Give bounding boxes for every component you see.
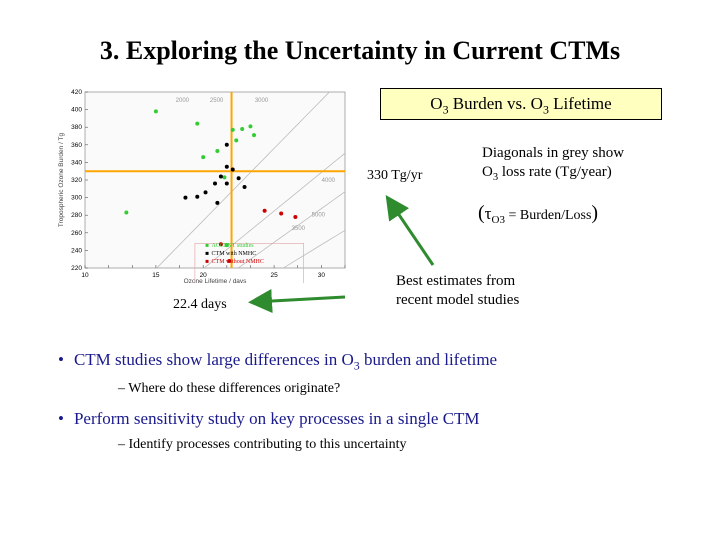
arrow-to-lifetime — [248, 289, 346, 313]
data-point — [224, 164, 229, 169]
data-point — [236, 176, 241, 181]
data-point — [183, 195, 188, 200]
loss-rate-label: 330 Tg/yr — [367, 168, 423, 183]
scatter-chart: 5000 4000 3500 3000 2500 2000 10 15 20 25 30 220 240… — [58, 89, 346, 283]
diagonal-label: 3000 — [255, 98, 269, 104]
y-tick-label: 420 — [71, 89, 82, 96]
chart-title-box: O3 Burden vs. O3 Lifetime — [380, 88, 662, 120]
y-tick-label: 220 — [71, 265, 82, 272]
y-tick-label: 260 — [71, 230, 82, 237]
legend-swatch — [205, 243, 209, 247]
y-tick-label: 320 — [71, 177, 82, 184]
slide-title: 3. Exploring the Uncertainty in Current … — [99, 36, 621, 65]
bullet-list: • CTM studies show large differences in O… — [58, 350, 497, 453]
tau-equation: (τO3 = Burden/Loss) — [478, 202, 599, 226]
lifetime-label: 22.4 days — [173, 297, 227, 312]
data-point — [262, 208, 267, 213]
data-point — [240, 126, 245, 131]
x-tick-label: 30 — [318, 272, 326, 279]
bullet-item: • CTM studies show large differences in O… — [58, 350, 498, 373]
y-tick-label: 280 — [71, 212, 82, 219]
bullet-item: • Perform sensitivity study on key proces… — [58, 409, 480, 429]
data-point — [248, 124, 253, 129]
data-point — [242, 185, 247, 190]
data-point — [224, 243, 229, 248]
diagonal-note: Diagonals in grey show O3 loss rate (Tg/… — [482, 145, 625, 183]
data-point — [213, 181, 217, 186]
data-point — [215, 148, 220, 153]
data-point — [227, 258, 232, 263]
diagonal-label: 2000 — [176, 98, 190, 104]
y-tick-label: 360 — [71, 142, 82, 149]
data-point — [201, 155, 206, 160]
legend-entry: ACCENT studies — [212, 243, 255, 249]
data-point — [279, 211, 284, 216]
legend-entry: CTM without NMHC — [212, 259, 264, 265]
sub-bullet-item: – Where do these differences originate? — [118, 381, 341, 397]
y-tick-label: 400 — [71, 107, 82, 114]
data-point — [234, 138, 239, 143]
x-tick-label: 10 — [81, 272, 89, 279]
arrow-to-diagonal — [385, 195, 435, 266]
diagonal-label: 4000 — [322, 178, 336, 184]
data-point — [222, 175, 227, 180]
legend-frame — [194, 243, 304, 283]
y-tick-label: 240 — [71, 247, 82, 254]
legend-swatch — [205, 251, 209, 255]
data-point — [203, 190, 208, 195]
data-point — [230, 127, 235, 132]
x-tick-label: 20 — [200, 272, 208, 279]
data-point — [293, 214, 298, 219]
loss-diagonal — [237, 191, 345, 268]
y-tick-label: 380 — [71, 124, 82, 131]
data-point — [224, 181, 229, 186]
x-axis-label: Ozone Lifetime / days — [184, 278, 248, 283]
diagonal-label: 3500 — [292, 226, 306, 232]
data-point — [124, 210, 129, 215]
y-axis-label: Tropospheric Ozone Burden / Tg — [58, 132, 65, 227]
data-point — [215, 200, 220, 205]
best-estimates-note: Best estimates from recent model studies — [396, 273, 520, 308]
data-point — [218, 174, 223, 179]
data-point — [218, 242, 223, 247]
data-point — [153, 109, 158, 114]
sub-bullet-item: – Identify processes contributing to thi… — [118, 437, 407, 453]
data-point — [252, 133, 256, 138]
x-tick-label: 15 — [152, 272, 160, 279]
data-point — [195, 194, 200, 199]
loss-diagonal — [156, 92, 330, 268]
data-point — [224, 142, 229, 147]
y-tick-label: 340 — [71, 159, 82, 166]
diagonal-label: 5000 — [312, 213, 326, 219]
loss-diagonal — [282, 229, 345, 268]
plot-area — [84, 91, 346, 269]
y-tick-label: 300 — [71, 195, 82, 202]
loss-diagonal — [203, 152, 345, 268]
diagonal-label: 2500 — [210, 98, 224, 104]
legend-swatch — [205, 259, 209, 263]
data-point — [195, 121, 200, 126]
data-point — [230, 167, 235, 172]
legend-entry: CTM with NMHC — [212, 251, 257, 257]
x-tick-label: 25 — [270, 272, 278, 279]
